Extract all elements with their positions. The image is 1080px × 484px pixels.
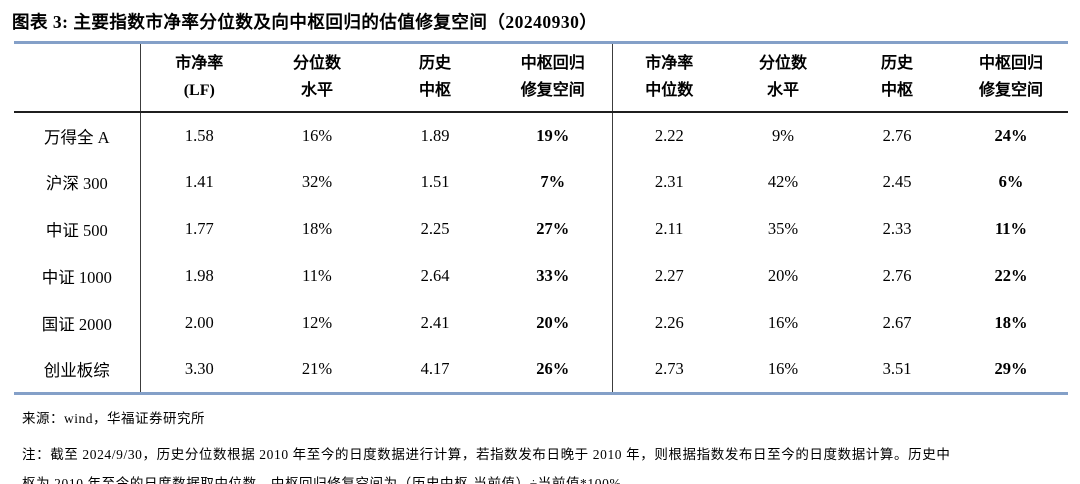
cell-pb-median: 2.27: [611, 252, 726, 300]
note-line-1: 注：截至 2024/9/30，历史分位数根据 2010 年至今的日度数据进行计算…: [22, 447, 951, 462]
row-label: 国证 2000: [14, 299, 141, 347]
cell-hist-center-left: 1.89: [420, 125, 450, 145]
table-row-wind-all-a: 万得全 A 1.58 16% 1.89 19% 2.22 9% 2.76 24%: [14, 111, 1068, 159]
header-line: 中枢: [418, 82, 451, 100]
cell-percentile-right: 42%: [767, 172, 799, 191]
table-row-csi300: 沪深 300 1.41 32% 1.51 7% 2.31 42% 2.45 6%: [14, 158, 1068, 206]
cell-repair-left: 20%: [536, 313, 570, 332]
cell-repair-right: 29%: [994, 359, 1028, 379]
header-percentile-left: 分位数 水平: [258, 42, 376, 113]
cell-percentile-right: 35%: [767, 219, 799, 238]
header-pb-median: 市净率 中位数: [611, 42, 726, 113]
header-index-blank: [14, 42, 141, 113]
header-line: 中位数: [645, 82, 694, 100]
header-line: 分位数: [292, 55, 341, 73]
cell-repair-right: 18%: [994, 313, 1028, 332]
cell-pb-median: 2.11: [611, 205, 726, 253]
cell-pb-lf: 1.41: [184, 172, 214, 191]
header-line: 市净率: [645, 55, 694, 73]
cell-pb-median: 2.73: [611, 346, 726, 394]
header-repair-right: 中枢回归 修复空间: [954, 42, 1068, 113]
cell-percentile-right: 20%: [767, 266, 799, 285]
cell-percentile-left: 12%: [301, 313, 333, 332]
cell-repair-right: 24%: [994, 125, 1028, 145]
header-hist-center-left: 历史 中枢: [376, 42, 494, 113]
cell-hist-center-right: 2.76: [882, 125, 912, 145]
cell-hist-center-right: 2.45: [882, 172, 912, 191]
cell-percentile-left: 18%: [301, 219, 333, 238]
cell-hist-center-left: 2.64: [420, 266, 450, 285]
header-line: 历史: [418, 55, 451, 73]
row-label: 中证 500: [14, 205, 141, 253]
valuation-table: 市净率 (LF) 分位数 水平 历史 中枢 中枢回归 修复空间 市净率 中位: [14, 41, 1068, 395]
header-line: 水平: [766, 82, 799, 100]
cell-hist-center-left: 1.51: [420, 172, 450, 191]
cell-percentile-left: 16%: [301, 125, 333, 145]
header-line: 修复空间: [520, 82, 585, 100]
header-line: 修复空间: [978, 82, 1043, 100]
cell-percentile-right: 16%: [767, 359, 799, 379]
cell-hist-center-left: 2.41: [420, 313, 450, 332]
cell-repair-right: 11%: [994, 219, 1028, 238]
cell-pb-lf: 1.77: [184, 219, 214, 238]
cell-pb-median: 2.31: [611, 158, 726, 206]
cell-hist-center-right: 2.67: [882, 313, 912, 332]
header-line: 中枢: [880, 82, 913, 100]
header-line: (LF): [183, 82, 215, 100]
figure-footer: 来源：wind，华福证券研究所 注：截至 2024/9/30，历史分位数根据 2…: [0, 395, 1080, 484]
header-line: 中枢回归: [978, 55, 1043, 73]
row-label: 万得全 A: [14, 111, 141, 159]
cell-repair-left: 27%: [536, 219, 570, 238]
header-row: 市净率 (LF) 分位数 水平 历史 中枢 中枢回归 修复空间 市净率 中位: [14, 42, 1068, 113]
row-label: 中证 1000: [14, 252, 141, 300]
cell-percentile-left: 11%: [302, 266, 332, 285]
cell-repair-right: 6%: [998, 172, 1024, 191]
table-row-cni2000: 国证 2000 2.00 12% 2.41 20% 2.26 16% 2.67 …: [14, 299, 1068, 347]
note-line-2: 枢为 2010 年至今的日度数据取中位数，中枢回归修复空间为（历史中枢-当前值）…: [22, 476, 636, 484]
cell-pb-lf: 3.30: [184, 359, 214, 379]
cell-hist-center-right: 3.51: [882, 359, 912, 379]
row-label: 沪深 300: [14, 158, 141, 206]
cell-hist-center-left: 2.25: [420, 219, 450, 238]
header-line: 市净率: [175, 55, 224, 73]
header-line: 水平: [300, 82, 333, 100]
header-repair-left: 中枢回归 修复空间: [494, 42, 612, 113]
cell-repair-left: 19%: [536, 125, 570, 145]
cell-hist-center-right: 2.76: [882, 266, 912, 285]
source-line: 来源：wind，华福证券研究所: [22, 411, 205, 426]
table-row-chinext-comp: 创业板综 3.30 21% 4.17 26% 2.73 16% 3.51 29%: [14, 346, 1068, 394]
header-line: 历史: [880, 55, 913, 73]
table-row-csi1000: 中证 1000 1.98 11% 2.64 33% 2.27 20% 2.76 …: [14, 252, 1068, 300]
cell-repair-left: 7%: [540, 172, 566, 191]
header-line: 分位数: [758, 55, 807, 73]
header-line: 中枢回归: [520, 55, 585, 73]
cell-repair-right: 22%: [994, 266, 1028, 285]
cell-hist-center-left: 4.17: [420, 359, 450, 379]
figure-title: 图表 3: 主要指数市净率分位数及向中枢回归的估值修复空间（20240930）: [12, 12, 598, 32]
cell-pb-lf: 1.58: [184, 125, 214, 145]
cell-repair-left: 33%: [536, 266, 570, 285]
cell-pb-lf: 2.00: [184, 313, 214, 332]
cell-percentile-left: 21%: [301, 359, 333, 379]
row-label: 创业板综: [14, 346, 141, 394]
cell-pb-lf: 1.98: [184, 266, 214, 285]
cell-pb-median: 2.26: [611, 299, 726, 347]
header-pb-lf: 市净率 (LF): [140, 42, 258, 113]
cell-percentile-right: 16%: [767, 313, 799, 332]
cell-percentile-left: 32%: [301, 172, 333, 191]
cell-percentile-right: 9%: [772, 125, 794, 145]
cell-repair-left: 26%: [536, 359, 570, 379]
table-row-csi500: 中证 500 1.77 18% 2.25 27% 2.11 35% 2.33 1…: [14, 205, 1068, 253]
cell-hist-center-right: 2.33: [882, 219, 912, 238]
header-hist-center-right: 历史 中枢: [840, 42, 954, 113]
cell-pb-median: 2.22: [611, 111, 726, 159]
header-percentile-right: 分位数 水平: [726, 42, 840, 113]
